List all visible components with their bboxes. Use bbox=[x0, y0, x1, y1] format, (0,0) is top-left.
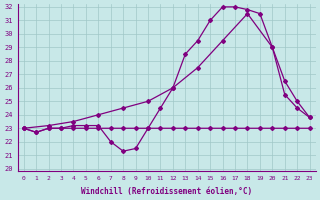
X-axis label: Windchill (Refroidissement éolien,°C): Windchill (Refroidissement éolien,°C) bbox=[81, 187, 252, 196]
